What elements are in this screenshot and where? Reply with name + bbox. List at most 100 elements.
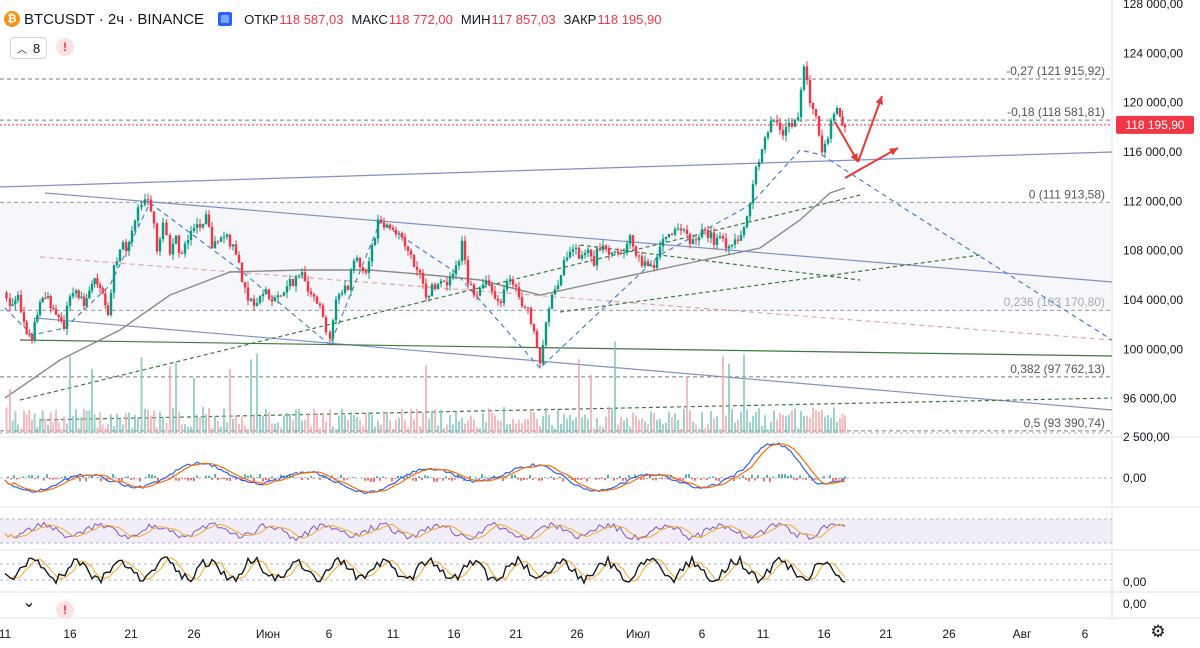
trend-line xyxy=(39,397,1113,421)
candle-body xyxy=(628,235,632,244)
candle-body xyxy=(685,229,689,235)
candle-body xyxy=(664,236,668,239)
candle-body xyxy=(775,120,779,123)
volume-bar xyxy=(232,418,234,433)
volume-bar xyxy=(479,428,481,433)
volume-bar xyxy=(150,415,152,433)
candle-body xyxy=(96,278,99,285)
macd-histogram-bar xyxy=(484,476,486,478)
candle-body xyxy=(54,308,58,315)
volume-bar xyxy=(497,420,499,433)
candle-body xyxy=(291,278,295,287)
candle-body xyxy=(706,230,710,239)
candle-body xyxy=(661,238,665,247)
candle-body xyxy=(391,227,395,231)
candle-body xyxy=(808,79,812,104)
volume-bar xyxy=(28,409,31,433)
layout-icon[interactable] xyxy=(218,12,233,26)
macd-histogram-bar xyxy=(268,478,270,482)
candle-body xyxy=(658,246,662,258)
candle-body xyxy=(14,300,17,305)
candle-body xyxy=(343,285,347,293)
candle-body xyxy=(577,247,581,259)
volume-bar xyxy=(235,415,237,433)
candle-body xyxy=(442,280,446,282)
volume-bar xyxy=(356,416,358,433)
last-price-label: 118 195,90 xyxy=(1125,118,1184,132)
candle-body xyxy=(778,122,782,131)
candle-body xyxy=(315,296,319,304)
macd-histogram-bar xyxy=(28,475,30,478)
candle-body xyxy=(793,120,797,127)
volume-bar xyxy=(128,412,130,433)
volume-bar xyxy=(389,420,391,433)
collapse-pane-button[interactable]: ⌄ xyxy=(22,594,36,611)
macd-histogram-bar xyxy=(187,478,189,481)
macd-histogram-bar xyxy=(520,478,522,481)
macd-histogram-bar xyxy=(613,478,615,481)
macd-histogram-bar xyxy=(604,478,606,481)
volume-bar xyxy=(110,414,112,433)
candle-body xyxy=(231,244,235,247)
macd-histogram-bar xyxy=(319,478,321,481)
macd-histogram-bar xyxy=(391,478,393,482)
macd-histogram-bar xyxy=(622,478,624,481)
candle-body xyxy=(529,308,533,324)
warning-icon[interactable]: ! xyxy=(56,38,74,56)
candle-body xyxy=(493,291,497,299)
candle-body xyxy=(237,254,241,263)
candle-body xyxy=(270,298,274,302)
candle-body xyxy=(598,248,602,251)
volume-bar xyxy=(347,420,349,433)
volume-bar xyxy=(809,417,811,433)
volume-bar xyxy=(223,408,225,433)
indicators-toggle-button[interactable]: ︿ 8 xyxy=(10,37,48,59)
candle-body xyxy=(136,207,140,221)
macd-histogram-bar xyxy=(673,478,675,480)
volume-bar xyxy=(443,427,445,433)
volume-bar xyxy=(521,423,523,433)
candle-body xyxy=(682,229,686,231)
candle-body xyxy=(397,233,401,235)
volume-bar xyxy=(217,420,219,433)
volume-bar xyxy=(301,420,303,433)
candle-body xyxy=(198,223,202,228)
macd-histogram-bar xyxy=(220,478,222,480)
macd-histogram-bar xyxy=(274,478,276,480)
volume-bar xyxy=(668,411,670,433)
gear-icon[interactable]: ⚙ xyxy=(1150,622,1166,641)
candle-body xyxy=(412,254,416,267)
candle-body xyxy=(41,297,44,303)
warning-icon-lower[interactable]: ! xyxy=(56,601,74,619)
volume-bar xyxy=(25,414,28,433)
macd-histogram-bar xyxy=(16,478,18,480)
macd-histogram-bar xyxy=(178,478,180,481)
volume-bar xyxy=(755,411,757,433)
candle-body xyxy=(544,322,548,346)
volume-bar xyxy=(250,359,252,433)
candle-body xyxy=(331,320,335,339)
candle-body xyxy=(565,257,569,261)
macd-histogram-bar xyxy=(661,478,663,479)
volume-bar xyxy=(202,407,204,433)
volume-bar xyxy=(740,411,742,433)
candle-body xyxy=(19,294,23,313)
macd-histogram-bar xyxy=(250,474,252,478)
candle-body xyxy=(580,255,584,259)
macd-histogram-bar xyxy=(658,478,660,479)
volume-bar xyxy=(304,420,306,433)
volume-bar xyxy=(824,416,826,433)
forecast-arrow xyxy=(844,147,899,179)
macd-histogram-bar xyxy=(808,476,810,478)
candle-body xyxy=(118,249,122,262)
macd-histogram-bar xyxy=(184,478,186,480)
macd-histogram-bar xyxy=(403,478,405,480)
macd-histogram-bar xyxy=(64,475,66,478)
symbol-title[interactable]: BTCUSDT · 2ч · BINANCE xyxy=(24,10,205,28)
macd-histogram-bar xyxy=(688,474,690,478)
candle-body xyxy=(306,281,310,292)
candle-body xyxy=(574,247,578,250)
candle-body xyxy=(541,345,545,364)
macd-histogram-bar xyxy=(133,478,135,480)
